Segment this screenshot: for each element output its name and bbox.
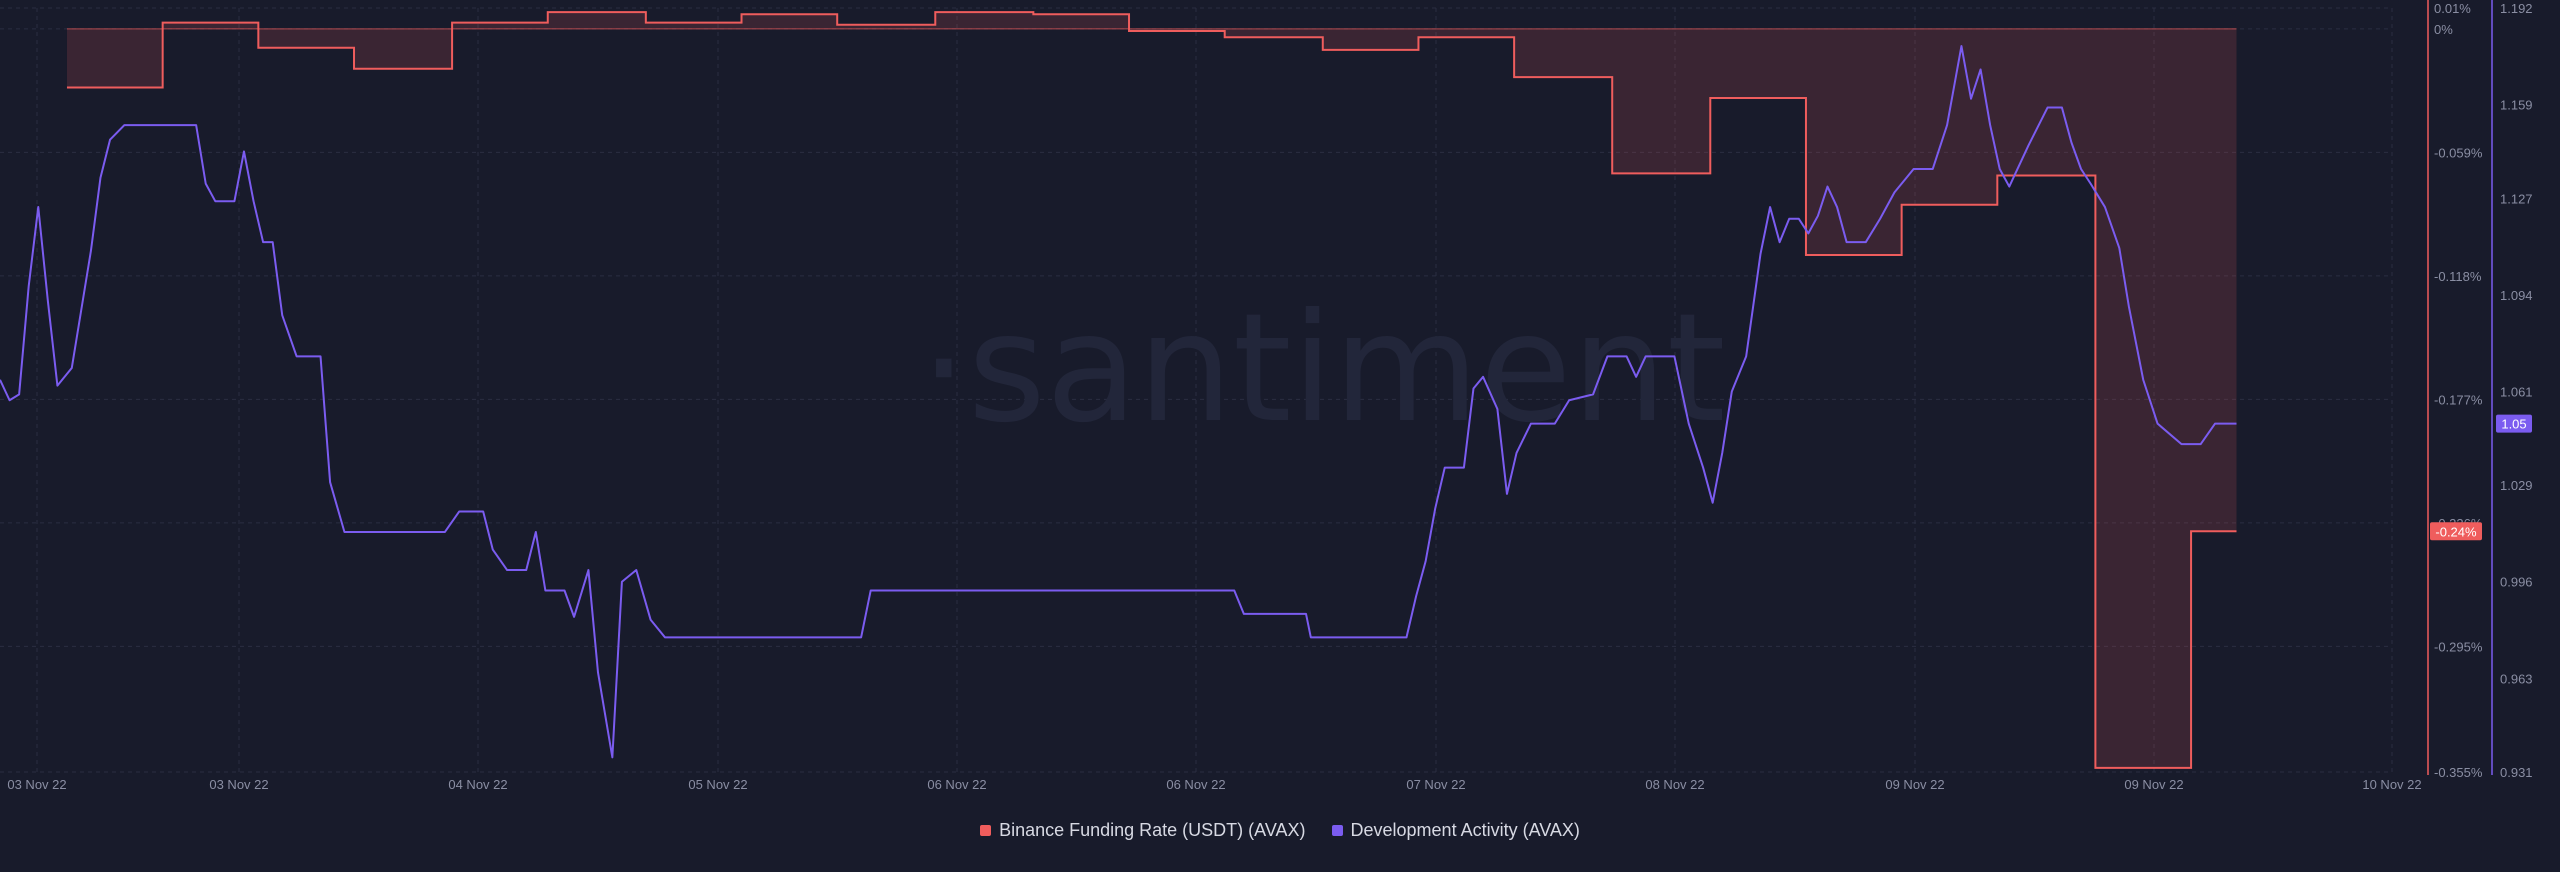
series-layer: [0, 11, 2237, 769]
x-tick-label: 05 Nov 22: [688, 777, 747, 792]
x-tick-label: 07 Nov 22: [1406, 777, 1465, 792]
axis-layer: 03 Nov 22 03 Nov 22 04 Nov 22 05 Nov 22 06 N…: [7, 0, 2533, 792]
funding-rate-area: [66, 12, 2237, 768]
x-tick-label: 06 Nov 22: [927, 777, 986, 792]
y-left-tick-label: 0.01%: [2434, 1, 2471, 16]
y-right-tick-label: 1.192: [2500, 1, 2533, 16]
y-left-tick-label: -0.118%: [2434, 269, 2482, 284]
x-tick-label: 09 Nov 22: [1885, 777, 1944, 792]
dev-current-label: 1.05: [2501, 417, 2526, 432]
y-right-tick-label: 1.127: [2500, 191, 2533, 206]
dev-current-badge: [2496, 414, 2532, 433]
legend-item-funding-rate[interactable]: Binance Funding Rate (USDT) (AVAX): [980, 820, 1306, 841]
chart-legend: Binance Funding Rate (USDT) (AVAX) Devel…: [0, 820, 2560, 841]
funding-current-badge: [2430, 522, 2482, 541]
y-left-tick-label: -0.355%: [2434, 765, 2483, 780]
x-tick-label: 03 Nov 22: [7, 777, 66, 792]
x-tick-label: 06 Nov 22: [1166, 777, 1225, 792]
x-tick-label: 03 Nov 22: [209, 777, 268, 792]
y-right-tick-label: 1.061: [2500, 384, 2533, 399]
y-right-tick-label: 1.094: [2500, 288, 2533, 303]
x-tick-label: 08 Nov 22: [1645, 777, 1704, 792]
funding-rate-line: [66, 11, 2237, 769]
y-left-tick-label: -0.295%: [2434, 639, 2483, 654]
y-left-tick-label: -0.177%: [2434, 392, 2483, 407]
watermark-text: ·santiment: [920, 282, 1726, 456]
y-right-tick-label: 0.963: [2500, 671, 2533, 686]
y-right-tick-label: 0.996: [2500, 575, 2533, 590]
legend-label-dev-activity: Development Activity (AVAX): [1350, 820, 1580, 840]
x-tick-label: 10 Nov 22: [2362, 777, 2421, 792]
y-right-tick-label: 1.029: [2500, 478, 2533, 493]
legend-swatch-funding-rate: [980, 825, 992, 836]
legend-swatch-dev-activity: [1331, 825, 1343, 836]
y-left-tick-label: 0%: [2434, 22, 2453, 37]
x-tick-label: 09 Nov 22: [2124, 777, 2183, 792]
legend-item-dev-activity[interactable]: Development Activity (AVAX): [1331, 820, 1580, 841]
legend-label-funding-rate: Binance Funding Rate (USDT) (AVAX): [999, 820, 1306, 840]
y-right-tick-label: 0.931: [2500, 765, 2533, 780]
dev-activity-line: [0, 45, 2237, 759]
funding-current-label: -0.24%: [2435, 524, 2477, 539]
y-right-tick-label: 1.159: [2500, 98, 2533, 113]
y-left-tick-label: -0.059%: [2434, 145, 2483, 160]
x-tick-label: 04 Nov 22: [448, 777, 507, 792]
